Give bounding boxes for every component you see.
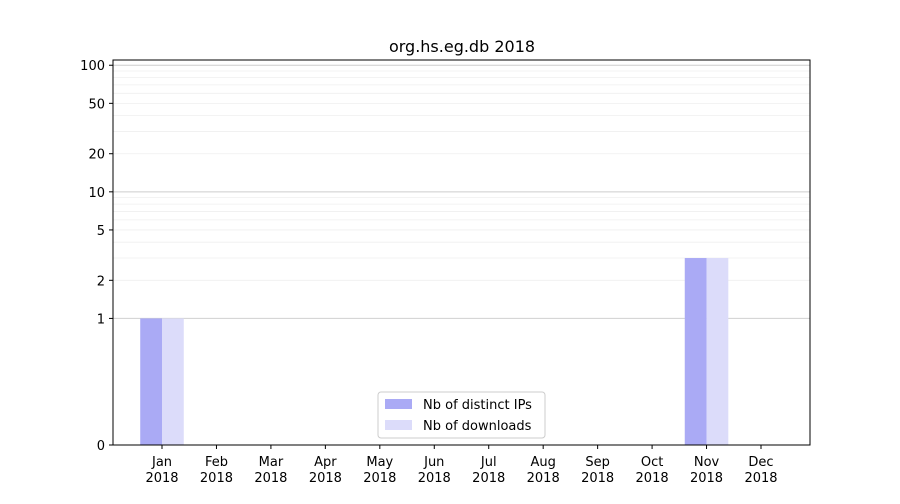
x-tick-label: Aug 2018 — [527, 455, 560, 486]
legend-label: Nb of distinct IPs — [423, 398, 532, 413]
grid-lines — [113, 64, 810, 319]
bar — [706, 258, 729, 445]
bar — [684, 258, 707, 445]
bars — [140, 258, 729, 445]
bar — [140, 318, 163, 445]
x-tick-label: May 2018 — [363, 455, 396, 486]
x-tick-label: Feb 2018 — [200, 455, 233, 486]
y-tick-label: 100 — [80, 59, 105, 74]
y-tick-label: 0 — [97, 439, 105, 454]
x-tick-label: Apr 2018 — [309, 455, 342, 486]
y-tick-label: 5 — [97, 224, 105, 239]
x-tick-label: Nov 2018 — [690, 455, 723, 486]
legend-swatch — [385, 399, 412, 409]
legend-box — [377, 391, 546, 439]
x-tick-label: Jun 2018 — [418, 455, 451, 486]
x-tick-label: Sep 2018 — [581, 455, 614, 486]
x-tick-label: Dec 2018 — [744, 455, 777, 486]
x-axis: Jan 2018 Feb 2018 Mar 2018 Apr 2018 May 2018 Jun 20… — [145, 445, 778, 486]
x-tick-label: Mar 2018 — [254, 455, 287, 486]
x-tick-label: Oct 2018 — [636, 455, 669, 486]
x-tick-label: Jan 2018 — [145, 455, 178, 486]
x-tick-label: Jul 2018 — [472, 455, 505, 486]
legend-swatch — [385, 420, 412, 430]
legend-label: Nb of downloads — [423, 419, 532, 434]
y-tick-label: 1 — [97, 312, 105, 327]
legend: Nb of distinct IPs Nb of downloads — [377, 391, 546, 439]
y-tick-label: 10 — [88, 186, 105, 201]
bar — [162, 318, 184, 445]
plot-frame — [112, 59, 811, 446]
y-tick-label: 50 — [88, 97, 105, 112]
chart-title: org.hs.eg.db 2018 — [389, 37, 535, 56]
y-axis: 0 1 2 5 10 20 50 100 — [80, 59, 113, 454]
y-tick-label: 20 — [88, 148, 105, 163]
y-tick-label: 2 — [97, 274, 105, 289]
